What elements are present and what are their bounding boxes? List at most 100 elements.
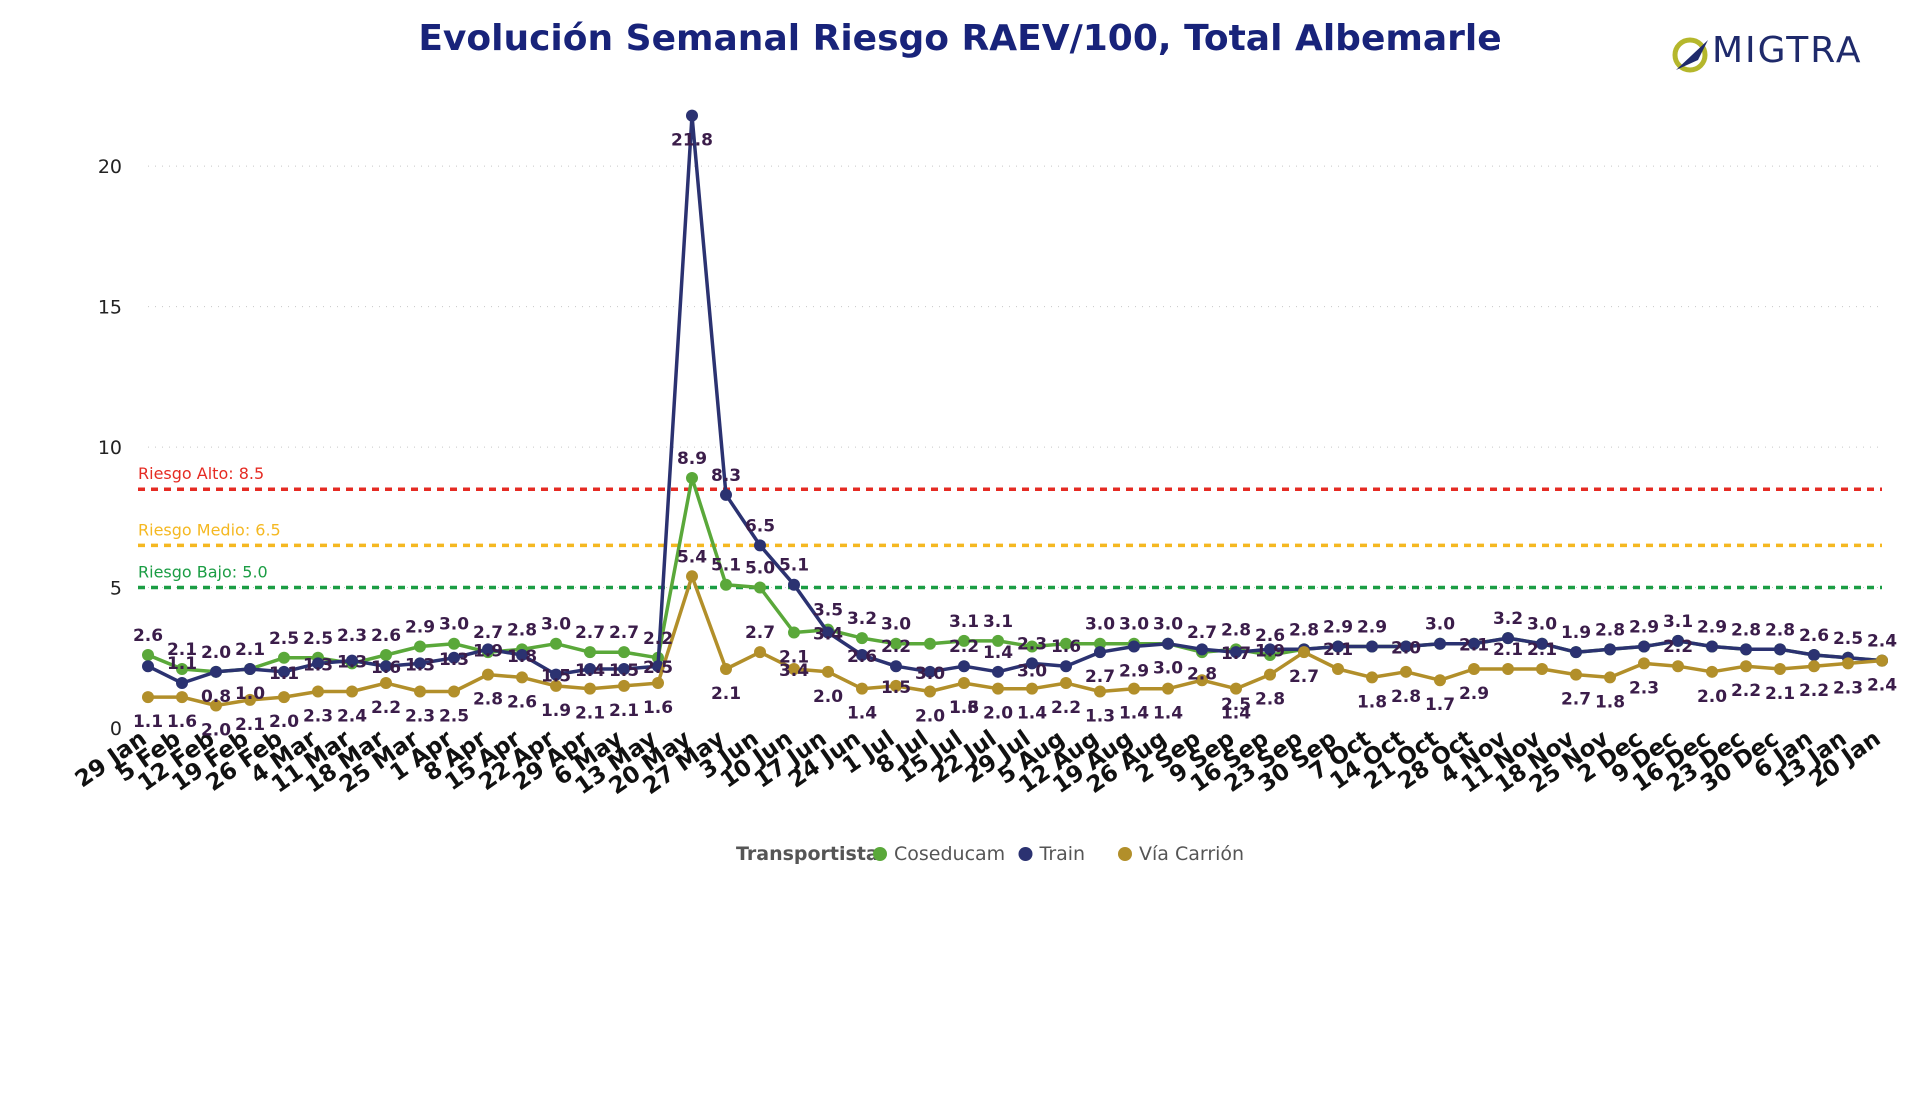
data-point xyxy=(448,651,460,664)
data-label: 2.0 xyxy=(813,687,843,707)
data-label: 2.4 xyxy=(1867,676,1897,696)
data-label: 2.9 xyxy=(1323,618,1353,638)
data-label: 3.5 xyxy=(813,601,843,621)
grid-lines xyxy=(148,165,1882,589)
data-point xyxy=(992,634,1004,647)
data-label: 2.1 xyxy=(235,715,265,735)
data-label: 1.5 xyxy=(541,667,571,687)
data-point xyxy=(1230,646,1242,659)
data-point xyxy=(856,682,868,695)
data-label: 2.2 xyxy=(1799,681,1829,701)
data-point xyxy=(1366,671,1378,684)
data-point xyxy=(550,668,562,681)
data-label: 1.1 xyxy=(167,654,197,674)
data-point xyxy=(1468,637,1480,650)
data-label: 2.9 xyxy=(1459,684,1489,704)
y-tick-label: 15 xyxy=(98,297,122,319)
data-label: 2.3 xyxy=(337,626,367,646)
data-point xyxy=(686,570,698,583)
data-label: 2.7 xyxy=(1289,667,1319,687)
data-label: 0.8 xyxy=(201,687,231,707)
y-tick-label: 0 xyxy=(110,718,122,740)
data-label: 3.1 xyxy=(983,612,1013,632)
data-label: 2.6 xyxy=(133,626,163,646)
data-point xyxy=(754,539,766,552)
data-label: 2.7 xyxy=(745,623,775,643)
data-label: 1.3 xyxy=(303,655,333,675)
data-point xyxy=(1230,682,1242,695)
data-point xyxy=(176,663,188,676)
data-label: 2.1 xyxy=(575,704,605,724)
data-point xyxy=(890,637,902,650)
data-point xyxy=(958,634,970,647)
data-label: 1.6 xyxy=(167,712,197,732)
data-point xyxy=(516,648,528,661)
data-label: 6.5 xyxy=(745,516,775,536)
data-label: 2.8 xyxy=(1187,664,1217,684)
data-point xyxy=(1638,640,1650,653)
data-label: 2.6 xyxy=(1255,626,1285,646)
data-label: 2.8 xyxy=(507,620,537,640)
data-point xyxy=(788,626,800,639)
data-point xyxy=(890,660,902,673)
data-label: 2.0 xyxy=(201,721,231,741)
data-label: 2.8 xyxy=(1391,687,1421,707)
data-point xyxy=(720,488,732,501)
data-point xyxy=(992,665,1004,678)
data-point xyxy=(1502,663,1514,676)
data-label: 1.4 xyxy=(1153,704,1183,724)
data-point xyxy=(924,685,936,698)
data-point xyxy=(278,665,290,678)
data-label: 3.0 xyxy=(881,615,911,635)
threshold-label: Riesgo Alto: 8.5 xyxy=(138,464,264,483)
data-label: 5.1 xyxy=(779,556,809,576)
data-point xyxy=(380,648,392,661)
data-label: 3.0 xyxy=(1119,615,1149,635)
threshold-label: Riesgo Medio: 6.5 xyxy=(138,520,281,539)
data-label: 2.9 xyxy=(1357,618,1387,638)
data-point xyxy=(1264,643,1276,656)
y-tick-label: 20 xyxy=(98,156,122,178)
data-label: 2.1 xyxy=(779,647,809,667)
data-label: 2.9 xyxy=(1629,618,1659,638)
data-label: 2.0 xyxy=(201,643,231,663)
data-label: 2.1 xyxy=(1493,640,1523,660)
data-point xyxy=(958,677,970,690)
data-point xyxy=(686,471,698,484)
data-point xyxy=(414,640,426,653)
data-label: 2.8 xyxy=(1255,690,1285,710)
data-point xyxy=(142,660,154,673)
data-point xyxy=(1128,682,1140,695)
data-point xyxy=(1536,637,1548,650)
data-label: 2.2 xyxy=(949,637,979,657)
legend: Transportista Coseducam Train Vía Carrión xyxy=(736,843,1244,865)
data-label: 1.5 xyxy=(881,678,911,698)
data-point xyxy=(1026,657,1038,670)
data-label: 2.5 xyxy=(1833,629,1863,649)
data-label: 1.6 xyxy=(643,698,673,718)
data-label: 2.8 xyxy=(1595,620,1625,640)
data-point xyxy=(686,109,698,122)
data-point xyxy=(380,677,392,690)
data-point xyxy=(414,657,426,670)
data-label: 2.7 xyxy=(575,623,605,643)
data-label: 3.0 xyxy=(1085,615,1115,635)
data-point xyxy=(1774,643,1786,656)
data-point xyxy=(482,668,494,681)
data-point xyxy=(1332,640,1344,653)
data-point xyxy=(1094,637,1106,650)
data-label: 2.6 xyxy=(371,626,401,646)
data-point xyxy=(584,663,596,676)
data-point xyxy=(380,660,392,673)
data-point xyxy=(618,679,630,692)
data-label: 1.7 xyxy=(1221,644,1251,664)
data-label: 2.7 xyxy=(609,623,639,643)
data-point xyxy=(1264,668,1276,681)
data-point xyxy=(856,648,868,661)
data-label: 2.1 xyxy=(609,701,639,721)
data-point xyxy=(448,637,460,650)
data-label: 1.1 xyxy=(269,664,299,684)
data-label: 1.0 xyxy=(235,684,265,704)
data-point xyxy=(1570,646,1582,659)
chart-title: Evolución Semanal Riesgo RAEV/100, Total… xyxy=(418,18,1502,59)
